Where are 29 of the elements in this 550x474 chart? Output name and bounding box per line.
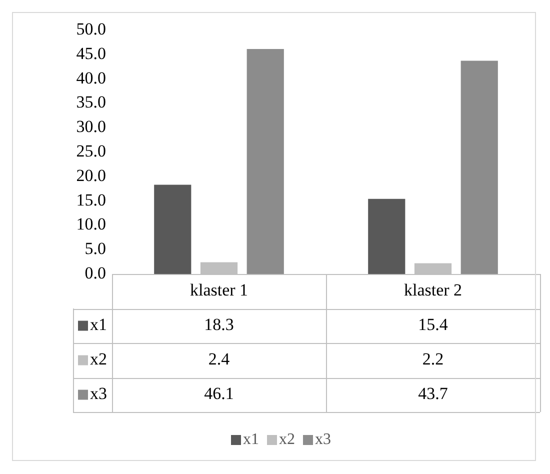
y-tick-label: 10.0 <box>76 214 106 234</box>
y-tick-label: 0.0 <box>84 263 106 282</box>
y-tick-label: 30.0 <box>76 117 106 136</box>
text: x1 <box>243 431 259 448</box>
bar <box>246 49 284 274</box>
y-tick-label: 40.0 <box>76 68 106 88</box>
y-tick-label: 50.0 <box>76 19 106 38</box>
y-tick-label: 20.0 <box>76 166 106 185</box>
x-tick-label: klaster 1 <box>190 280 248 300</box>
data-label: 46.1 <box>204 384 234 404</box>
y-tick-label: 5.0 <box>84 239 106 258</box>
data-label: 15.4 <box>418 315 448 334</box>
y-tick-label: 25.0 <box>76 141 106 160</box>
bar <box>154 184 192 274</box>
bar <box>368 198 406 274</box>
data-label: 2.4 <box>208 350 230 369</box>
text: x2 <box>279 431 295 448</box>
x-tick-label: klaster 2 <box>404 280 462 300</box>
data-label: 2.2 <box>422 350 444 369</box>
bar <box>460 60 498 274</box>
legend-label: x3 <box>315 431 331 448</box>
data-label: 43.7 <box>418 384 448 404</box>
y-tick-label: 45.0 <box>76 44 106 63</box>
legend-label: x1 <box>90 315 107 334</box>
y-tick-label: 15.0 <box>76 190 106 210</box>
legend-label: x2 <box>90 350 107 369</box>
y-tick-label: 35.0 <box>76 92 106 112</box>
text: x3 <box>90 384 107 404</box>
data-label: 18.3 <box>204 315 234 334</box>
